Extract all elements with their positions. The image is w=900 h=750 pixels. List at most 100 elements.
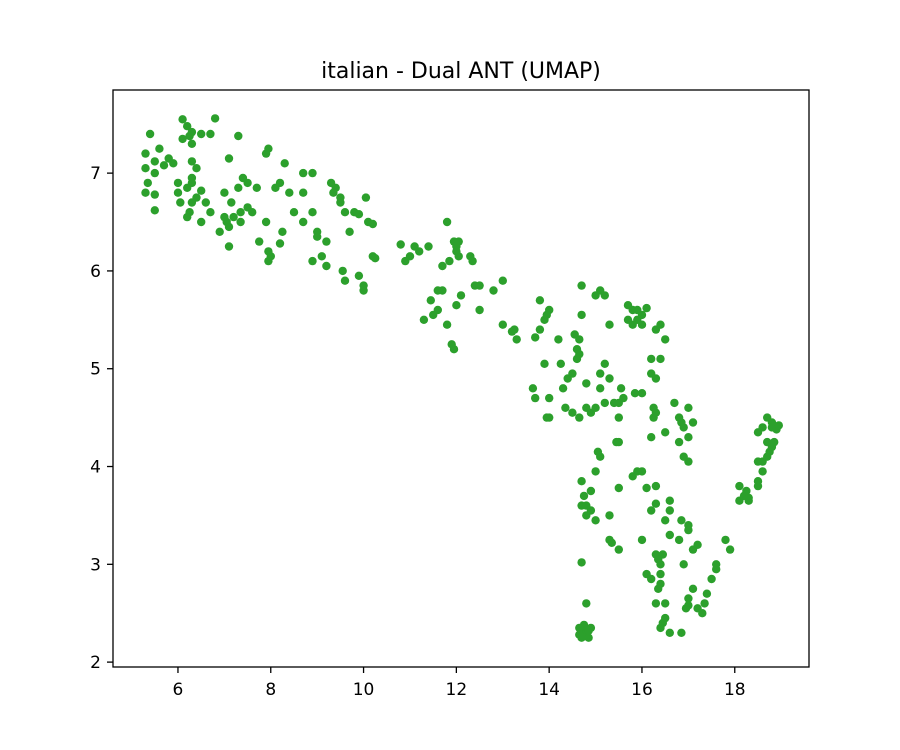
scatter-point [684,525,693,535]
scatter-point [278,227,287,236]
scatter-point [674,437,684,447]
scatter-point [183,183,192,192]
scatter-point [475,281,484,290]
scatter-point [289,208,299,217]
scatter-point [591,467,600,476]
scatter-point [150,206,159,215]
scatter-point [468,256,477,266]
scatter-point [642,569,651,579]
scatter-point [721,535,730,545]
scatter-point [698,609,707,618]
scatter-point [252,183,261,192]
scatter-point [449,345,459,354]
scatter-point [197,217,206,227]
scatter-point [656,560,665,569]
scatter-point [313,232,322,241]
x-tick-label: 8 [265,680,276,700]
scatter-point [661,428,670,437]
scatter-point [433,305,442,315]
scatter-point [647,506,656,515]
scatter-point [141,188,150,197]
scatter-point [442,217,452,227]
scatter-point [454,252,463,261]
scatter-point [647,354,656,364]
y-tick-label: 2 [90,653,101,673]
scatter-point [187,157,197,166]
scatter-point [735,481,744,491]
scatter-point [141,164,150,173]
scatter-point [616,384,626,393]
scatter-point [753,481,763,491]
scatter-point [528,384,538,393]
scatter-point [658,550,667,559]
chart-title: italian - Dual ANT (UMAP) [321,59,601,84]
scatter-point [498,320,507,329]
scatter-point [512,335,521,344]
scatter-point [582,599,591,608]
scatter-point [396,240,405,249]
scatter-point [187,198,197,207]
scatter-point [586,506,596,515]
scatter-point [661,599,670,608]
scatter-point [220,188,229,197]
scatter-point [145,129,155,139]
scatter-point [688,418,698,427]
scatter-point [579,491,589,501]
scatter-point [454,237,463,246]
scatter-point [545,393,554,403]
scatter-point [605,374,614,383]
scatter-point [426,296,435,305]
scatter-point [647,433,656,442]
scatter-point [227,198,236,207]
scatter-point [206,129,215,139]
scatter-point [415,247,424,256]
scatter-point [586,486,596,496]
scatter-point [354,210,364,219]
x-tick-label: 6 [173,680,184,700]
scatter-point [577,281,586,290]
scatter-point [584,626,593,635]
scatter-point [656,623,665,633]
scatter-point [338,266,347,276]
scatter-point [556,359,565,368]
scatter-point [285,188,294,197]
scatter-point [498,276,507,285]
scatter-point [150,190,159,199]
scatter-point [614,413,623,422]
scatter-point [445,256,454,266]
scatter-point [545,305,554,315]
scatter-point [224,154,234,163]
scatter-point [299,168,308,178]
scatter-point [600,398,609,408]
scatter-point [661,516,670,525]
scatter-point [405,252,415,261]
scatter-point [596,369,605,378]
scatter-point [693,540,702,549]
scatter-point [206,208,215,217]
y-tick-label: 3 [90,555,101,575]
scatter-point [561,403,570,412]
scatter-point [331,183,340,192]
scatter-point [774,421,783,430]
scatter-point [224,222,234,232]
y-tick-label: 6 [90,262,101,282]
scatter-point [275,239,285,248]
scatter-point [637,310,647,320]
scatter-point [651,599,661,608]
scatter-point [308,208,317,217]
scatter-point [630,389,640,398]
scatter-point [758,467,767,476]
scatter-point [591,403,600,412]
scatter-point [577,310,586,320]
scatter-point [677,516,686,525]
scatter-point [266,252,275,261]
scatter-point [651,499,661,508]
scatter-point [605,320,614,329]
scatter-point [535,296,545,305]
scatter-point [677,628,686,637]
scatter-point [210,114,220,123]
scatter-point [637,535,647,545]
x-tick-label: 14 [538,680,560,700]
scatter-point [558,384,568,393]
scatter-point [275,178,285,188]
